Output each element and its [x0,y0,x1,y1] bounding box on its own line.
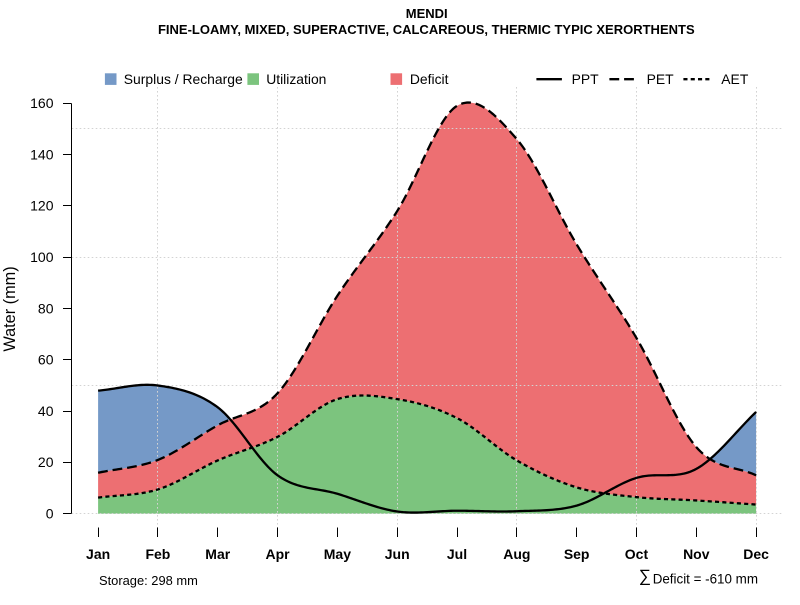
svg-text:80: 80 [38,300,54,316]
svg-text:PET: PET [647,71,675,87]
svg-text:Water (mm): Water (mm) [1,266,19,351]
svg-text:100: 100 [30,249,54,265]
svg-text:160: 160 [30,95,54,111]
svg-text:Sep: Sep [564,546,590,562]
svg-text:Mar: Mar [205,546,230,562]
svg-text:May: May [324,546,351,562]
svg-text:Deficit: Deficit [410,71,449,87]
svg-text:Utilization: Utilization [266,71,326,87]
svg-text:Feb: Feb [145,546,170,562]
svg-text:120: 120 [30,198,54,214]
svg-text:Surplus / Recharge: Surplus / Recharge [124,71,243,87]
svg-text:0: 0 [46,506,54,522]
svg-text:Apr: Apr [265,546,290,562]
svg-text:∑: ∑ [639,566,651,586]
svg-text:Nov: Nov [683,546,710,562]
svg-text:Jun: Jun [385,546,410,562]
svg-text:Jul: Jul [447,546,467,562]
svg-text:20: 20 [38,454,54,470]
svg-text:Dec: Dec [743,546,769,562]
svg-text:60: 60 [38,352,54,368]
svg-text:Jan: Jan [86,546,110,562]
svg-text:40: 40 [38,403,54,419]
svg-text:MENDI: MENDI [406,6,448,21]
svg-text:140: 140 [30,146,54,162]
svg-text:Deficit = -610 mm: Deficit = -610 mm [653,571,758,586]
svg-text:AET: AET [721,71,749,87]
svg-text:Aug: Aug [503,546,530,562]
svg-text:FINE-LOAMY, MIXED, SUPERACTIVE: FINE-LOAMY, MIXED, SUPERACTIVE, CALCAREO… [158,22,695,37]
svg-text:PPT: PPT [572,71,600,87]
svg-text:Oct: Oct [625,546,649,562]
svg-text:Storage: 298 mm: Storage: 298 mm [99,573,198,588]
